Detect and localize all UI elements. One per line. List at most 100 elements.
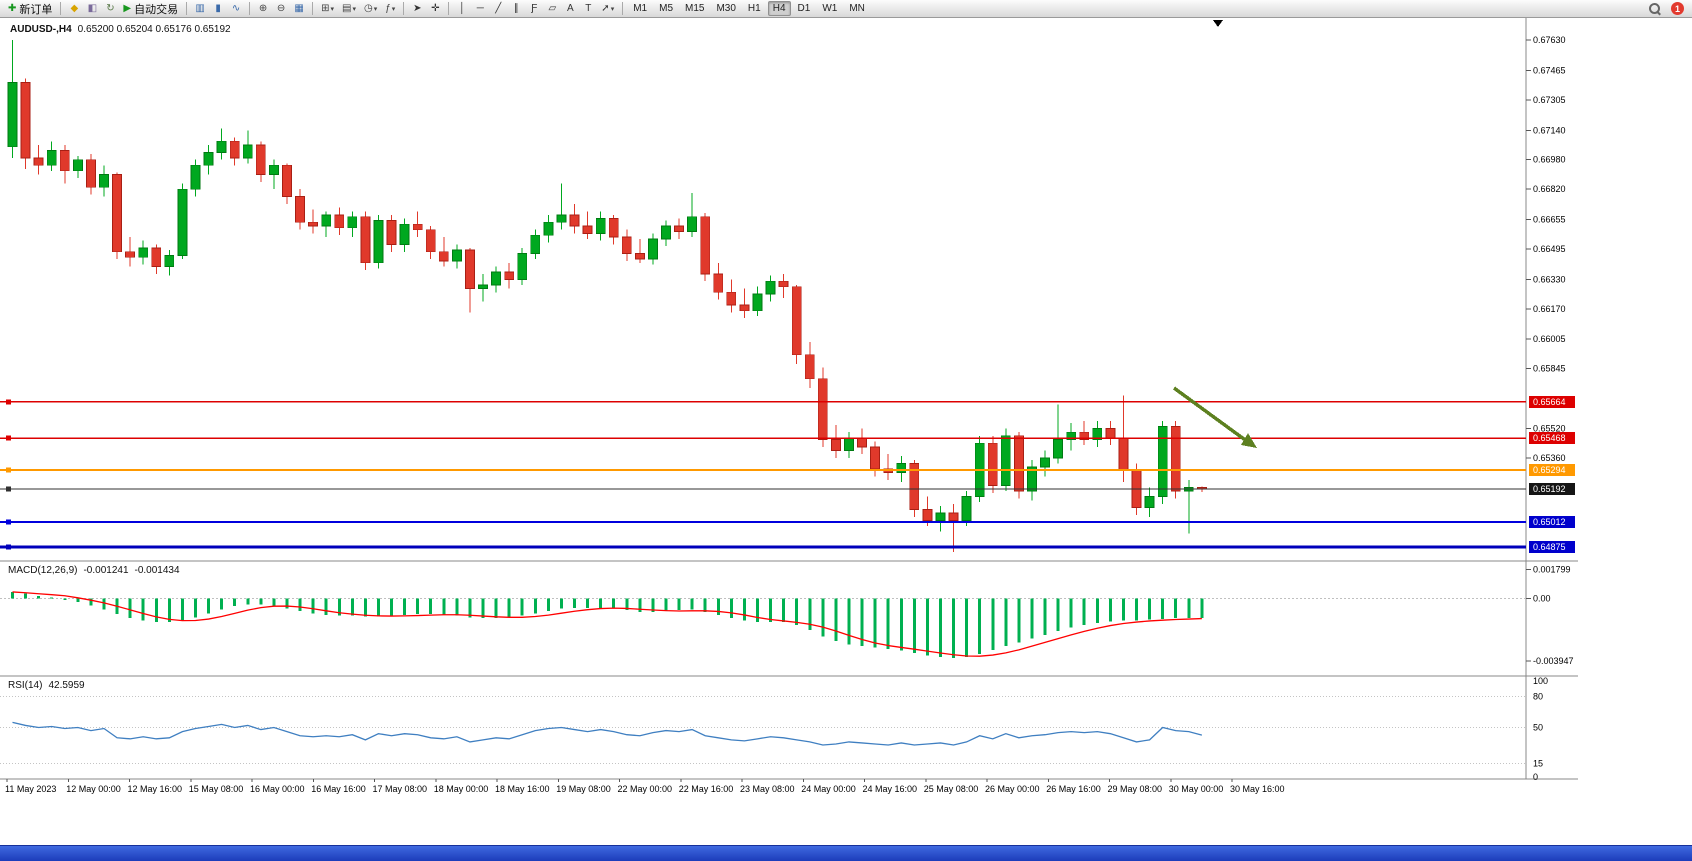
new-order-button-label: 新订单 bbox=[19, 3, 53, 16]
autotrading-button[interactable]: ▶ 自动交易 bbox=[120, 1, 181, 17]
hline-0.64875[interactable]: 0.64875 bbox=[0, 541, 1575, 554]
timeframe-d1-button[interactable]: D1 bbox=[797, 3, 811, 14]
rsi-panel: 100 80 50 15 0 bbox=[0, 676, 1548, 782]
text-label-icon: T bbox=[585, 2, 592, 14]
timeframes-menu-button[interactable]: ◷ ▾ bbox=[361, 1, 380, 17]
candlesticks bbox=[7, 40, 1207, 552]
zoom-out-button[interactable]: ⊖ bbox=[273, 1, 289, 17]
price-badge bbox=[1529, 515, 1575, 528]
search-icon bbox=[1648, 2, 1662, 16]
chart-shift-marker[interactable] bbox=[1213, 20, 1223, 27]
toolbar-separator bbox=[60, 2, 62, 15]
trend-arrow[interactable] bbox=[1172, 386, 1257, 448]
timeframes-menu-icon: ◷ bbox=[363, 2, 373, 14]
taskbar[interactable] bbox=[0, 845, 1692, 861]
timeframe-m30-button[interactable]: M30 bbox=[716, 3, 736, 14]
hline-handle bbox=[6, 486, 11, 492]
vertical-line-button[interactable]: │ bbox=[454, 1, 470, 17]
hline-0.65468[interactable]: 0.65468 bbox=[0, 432, 1575, 445]
cursor-button[interactable]: ➤ bbox=[409, 1, 425, 17]
price-badge bbox=[1529, 395, 1575, 408]
new-chart-button[interactable]: ⊞ ▾ bbox=[318, 1, 337, 17]
candlestick-chart-icon: ▮ bbox=[215, 2, 221, 14]
hline-handle bbox=[6, 435, 11, 441]
svg-text:0.66005: 0.66005 bbox=[1533, 334, 1566, 344]
refresh-button[interactable]: ↻ bbox=[102, 1, 118, 17]
new-order-button[interactable]: ✚ 新订单 bbox=[5, 1, 55, 17]
zoom-in-button[interactable]: ⊕ bbox=[255, 1, 271, 17]
shapes-button[interactable]: ▱ bbox=[544, 1, 560, 17]
fibonacci-button[interactable]: Ƒ bbox=[526, 1, 542, 17]
svg-text:0.66655: 0.66655 bbox=[1533, 215, 1566, 225]
timeframe-h1-button[interactable]: H1 bbox=[747, 3, 761, 14]
notification-badge[interactable]: 1 bbox=[1671, 2, 1684, 15]
shapes-icon: ▱ bbox=[548, 2, 557, 14]
profiles-button[interactable]: ▤ ▾ bbox=[339, 1, 359, 17]
svg-text:0.66495: 0.66495 bbox=[1533, 244, 1566, 254]
search-button[interactable] bbox=[1645, 1, 1665, 17]
svg-text:50: 50 bbox=[1533, 723, 1543, 733]
svg-text:29 May 08:00: 29 May 08:00 bbox=[1108, 784, 1163, 794]
horizontal-line-button[interactable]: ─ bbox=[472, 1, 488, 17]
toolbar-separator bbox=[622, 2, 624, 15]
svg-text:0.64875: 0.64875 bbox=[1533, 542, 1566, 552]
timeframe-m15-button[interactable]: M15 bbox=[685, 3, 705, 14]
hline-handle bbox=[6, 467, 11, 473]
price-chart[interactable]: 0.67630 0.67465 0.67305 0.67140 0.66980 0.668… bbox=[0, 18, 1578, 797]
chevron-down-icon: ▾ bbox=[391, 5, 396, 13]
timeframe-m5-button[interactable]: M5 bbox=[659, 3, 674, 14]
bar-chart-button[interactable]: ▥ bbox=[192, 1, 208, 17]
timeframe-w1-button[interactable]: W1 bbox=[822, 3, 838, 14]
svg-text:26 May 00:00: 26 May 00:00 bbox=[985, 784, 1040, 794]
chevron-down-icon: ▾ bbox=[610, 5, 615, 13]
timeframe-h4-button[interactable]: H4 bbox=[767, 1, 791, 16]
timeframe-m1-button[interactable]: M1 bbox=[633, 3, 648, 14]
svg-text:0.66170: 0.66170 bbox=[1533, 304, 1566, 314]
macd-panel: 0.001799 0.00 -0.003947 bbox=[0, 565, 1574, 666]
text-label-button[interactable]: T bbox=[580, 1, 596, 17]
svg-text:19 May 08:00: 19 May 08:00 bbox=[556, 784, 611, 794]
line-chart-button[interactable]: ∿ bbox=[228, 1, 244, 17]
text-icon: A bbox=[566, 2, 574, 14]
svg-text:0.65192: 0.65192 bbox=[1533, 484, 1566, 494]
hline-handle bbox=[6, 519, 11, 525]
macd-signal-line bbox=[12, 591, 1202, 657]
candlestick-chart-button[interactable]: ▮ bbox=[210, 1, 226, 17]
autotrading-icon: ▶ bbox=[123, 2, 132, 14]
text-button[interactable]: A bbox=[562, 1, 578, 17]
channel-button[interactable]: ∥ bbox=[508, 1, 524, 17]
history-center-button[interactable]: ◧ bbox=[84, 1, 100, 17]
svg-text:0.65468: 0.65468 bbox=[1533, 433, 1566, 443]
line-chart-icon: ∿ bbox=[231, 2, 241, 14]
arrows-button[interactable]: ➚ ▾ bbox=[598, 1, 617, 17]
svg-text:0.67140: 0.67140 bbox=[1533, 125, 1566, 135]
trendline-button[interactable]: ╱ bbox=[490, 1, 506, 17]
hline-0.65294[interactable]: 0.65294 bbox=[0, 464, 1575, 477]
tile-windows-icon: ▦ bbox=[294, 2, 304, 14]
svg-text:0.67305: 0.67305 bbox=[1533, 95, 1566, 105]
hline-0.65192[interactable]: 0.65192 bbox=[0, 482, 1575, 495]
svg-text:11 May 2023: 11 May 2023 bbox=[5, 784, 56, 794]
svg-text:0.65360: 0.65360 bbox=[1533, 453, 1566, 463]
hline-handle bbox=[6, 544, 11, 550]
hline-0.65664[interactable]: 0.65664 bbox=[0, 395, 1575, 408]
svg-text:0.001799: 0.001799 bbox=[1533, 565, 1571, 575]
svg-text:30 May 16:00: 30 May 16:00 bbox=[1230, 784, 1285, 794]
svg-text:22 May 00:00: 22 May 00:00 bbox=[618, 784, 673, 794]
metaeditor-icon: ◆ bbox=[70, 2, 79, 14]
price-badge bbox=[1529, 464, 1575, 477]
tile-windows-button[interactable]: ▦ bbox=[291, 1, 307, 17]
price-badge bbox=[1529, 482, 1575, 495]
trendline-icon: ╱ bbox=[495, 2, 502, 14]
crosshair-button[interactable]: ✛ bbox=[427, 1, 443, 17]
price-badge bbox=[1529, 432, 1575, 445]
timeframe-mn-button[interactable]: MN bbox=[849, 3, 865, 14]
svg-text:0.66820: 0.66820 bbox=[1533, 184, 1566, 194]
metaeditor-button[interactable]: ◆ bbox=[66, 1, 82, 17]
hline-0.65012[interactable]: 0.65012 bbox=[0, 515, 1575, 528]
svg-text:25 May 08:00: 25 May 08:00 bbox=[924, 784, 979, 794]
profiles-icon: ▤ bbox=[342, 2, 352, 14]
indicators-button[interactable]: ƒ ▾ bbox=[382, 1, 398, 17]
svg-text:0.67630: 0.67630 bbox=[1533, 35, 1566, 45]
new-order-icon: ✚ bbox=[8, 2, 17, 14]
